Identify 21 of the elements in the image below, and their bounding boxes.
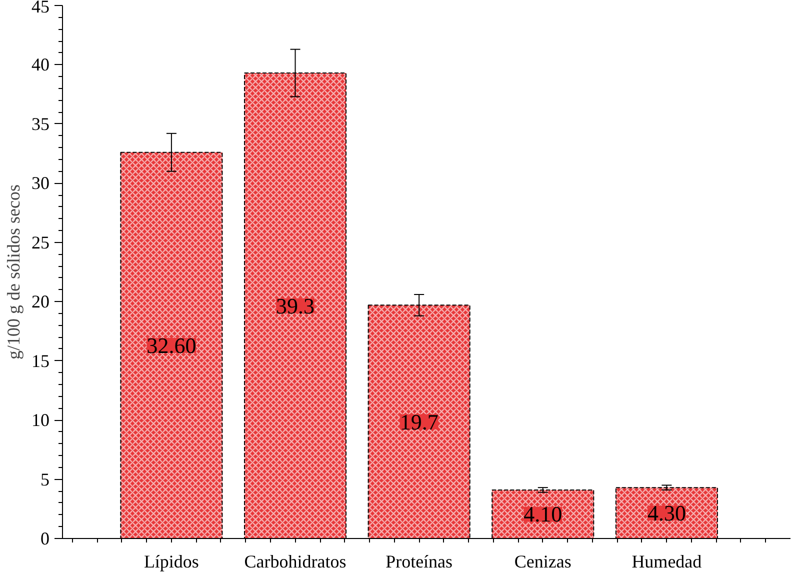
data-label: 4.30 [647,500,686,526]
y-tick-label: 25 [32,232,50,252]
x-tick-label: Cenizas [514,552,572,572]
x-tick-label: Carbohidratos [244,552,346,572]
x-tick-label: Lípidos [144,552,199,572]
y-tick-label: 20 [32,292,50,312]
y-tick-label: 0 [40,528,50,548]
y-tick-label: 45 [32,0,50,16]
y-tick-label: 35 [32,114,50,134]
data-label: 32.60 [146,332,196,358]
y-tick-label: 30 [32,173,50,194]
data-label: 19.7 [400,409,438,434]
y-tick-label: 40 [32,54,50,75]
data-label: 4.10 [524,502,562,527]
y-tick-label: 10 [32,410,50,430]
x-tick-label: Proteínas [386,552,453,572]
data-label: 39.3 [276,293,315,318]
x-tick-label: Humedad [632,552,702,572]
y-axis-title: g/100 g de sólidos secos [4,184,24,360]
y-tick-label: 15 [32,350,50,371]
y-tick-label: 5 [40,469,50,490]
